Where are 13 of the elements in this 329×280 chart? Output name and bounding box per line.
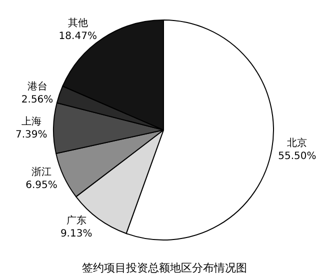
slice-label: 上海: [21, 116, 42, 128]
data-label: 9.13%: [60, 228, 92, 240]
data-label: 6.95%: [26, 180, 58, 191]
slice-label: 广东: [66, 214, 86, 226]
slice-label: 浙江: [32, 166, 52, 178]
text: 签约项目投资总额地区分布情况图: [82, 262, 247, 275]
data-label: 18.47%: [58, 30, 97, 42]
slice-label: 港台: [27, 80, 48, 93]
data-label: 55.50%: [278, 150, 316, 162]
data-label: 7.39%: [15, 130, 48, 141]
slice-label: 北京: [287, 136, 308, 149]
data-label: 2.56%: [21, 94, 54, 106]
slice-label: 其他: [68, 16, 88, 29]
